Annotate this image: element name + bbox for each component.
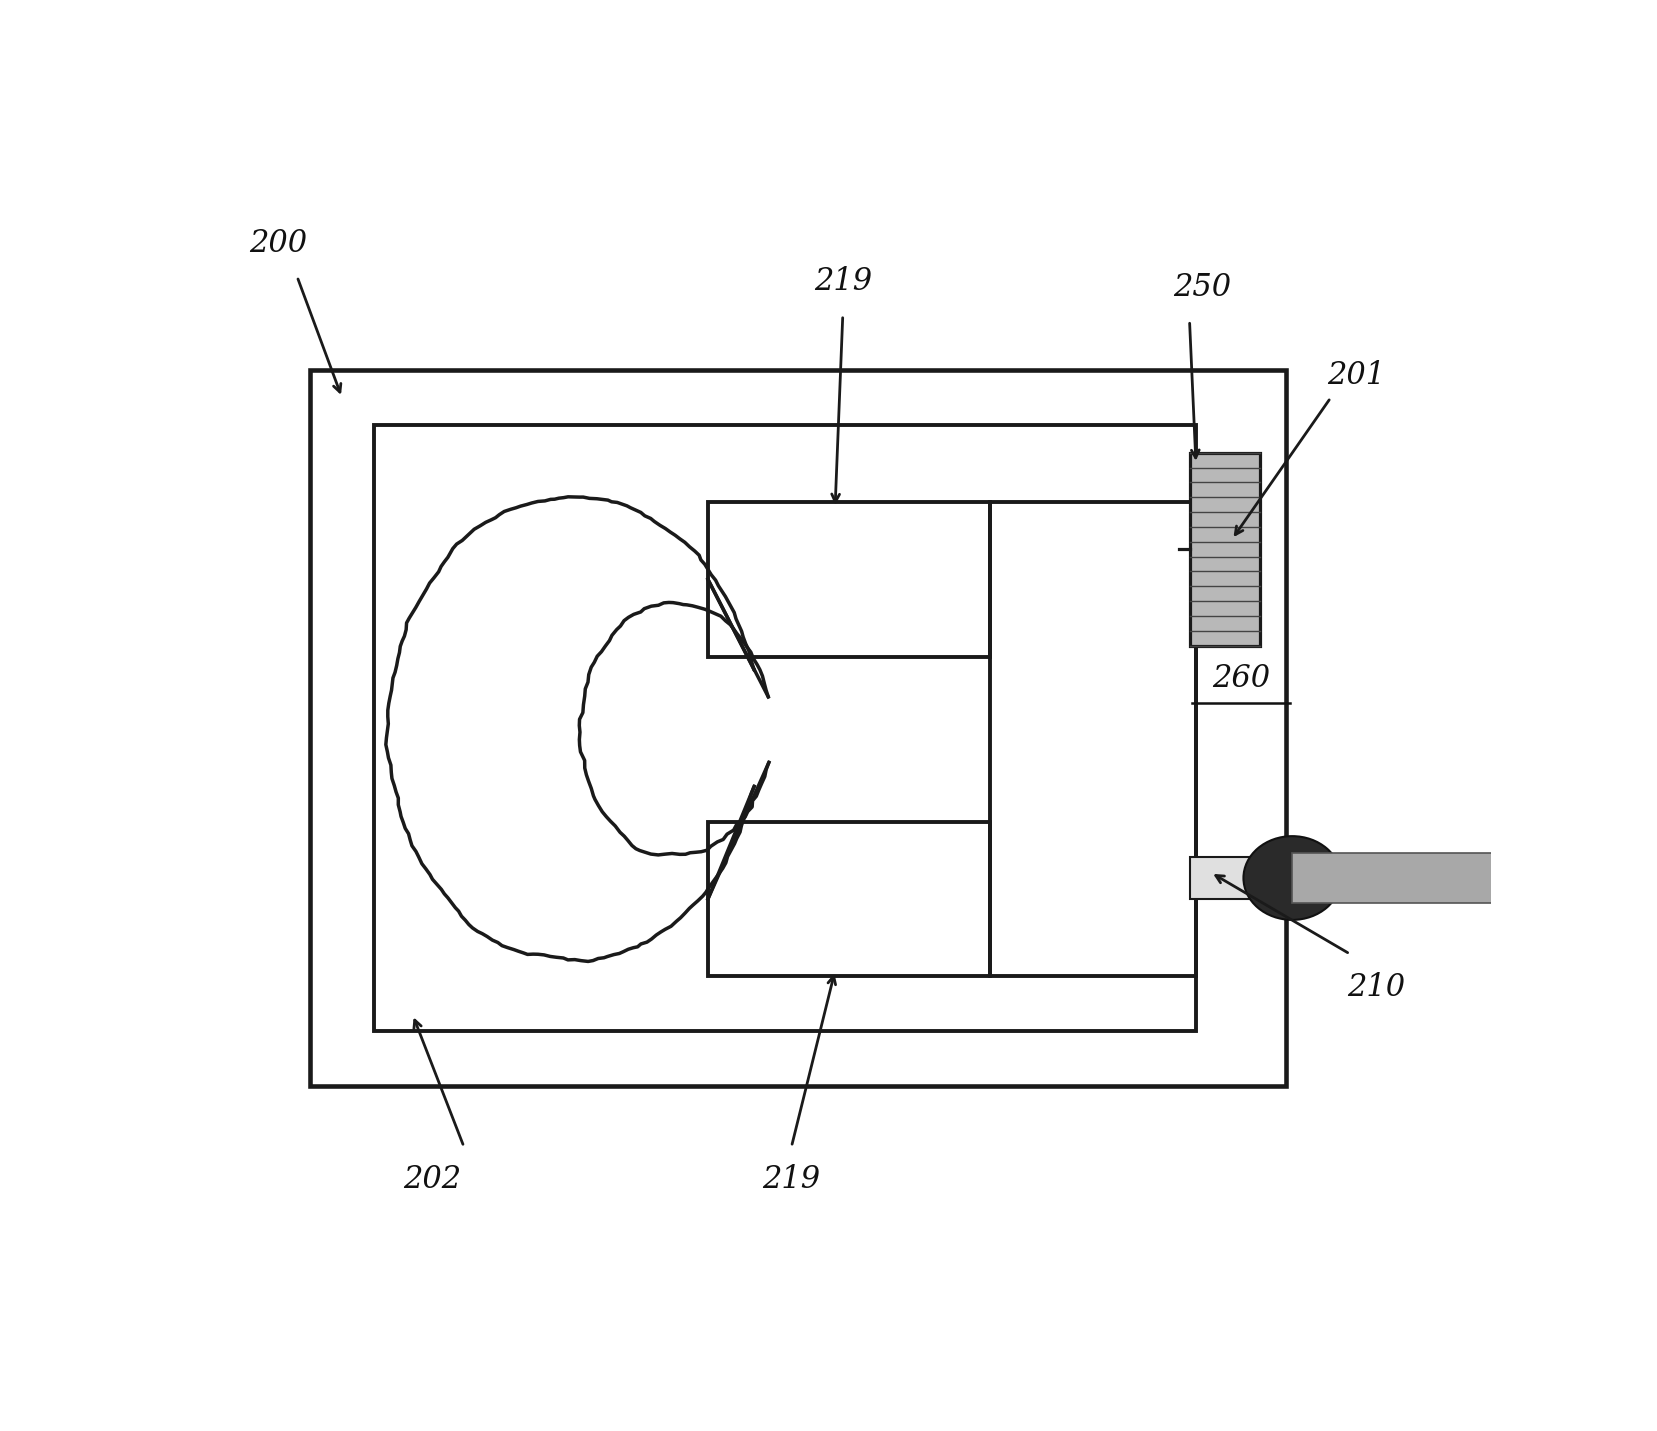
Bar [991, 502, 1196, 976]
Bar [708, 821, 991, 976]
Text: 219: 219 [762, 1165, 820, 1195]
Text: 210: 210 [1347, 972, 1405, 1003]
Bar [1292, 853, 1594, 903]
Text: 200: 200 [249, 228, 307, 259]
Text: 201: 201 [1327, 361, 1385, 391]
Bar [708, 502, 991, 657]
Text: 202: 202 [403, 1165, 461, 1195]
Ellipse shape [1243, 836, 1341, 920]
Bar [1190, 857, 1261, 899]
Text: 219: 219 [814, 266, 872, 298]
Text: 250: 250 [1173, 272, 1231, 303]
Bar [1190, 452, 1261, 645]
Text: 260: 260 [1211, 663, 1269, 694]
Bar [374, 425, 1196, 1032]
Bar [310, 371, 1286, 1086]
